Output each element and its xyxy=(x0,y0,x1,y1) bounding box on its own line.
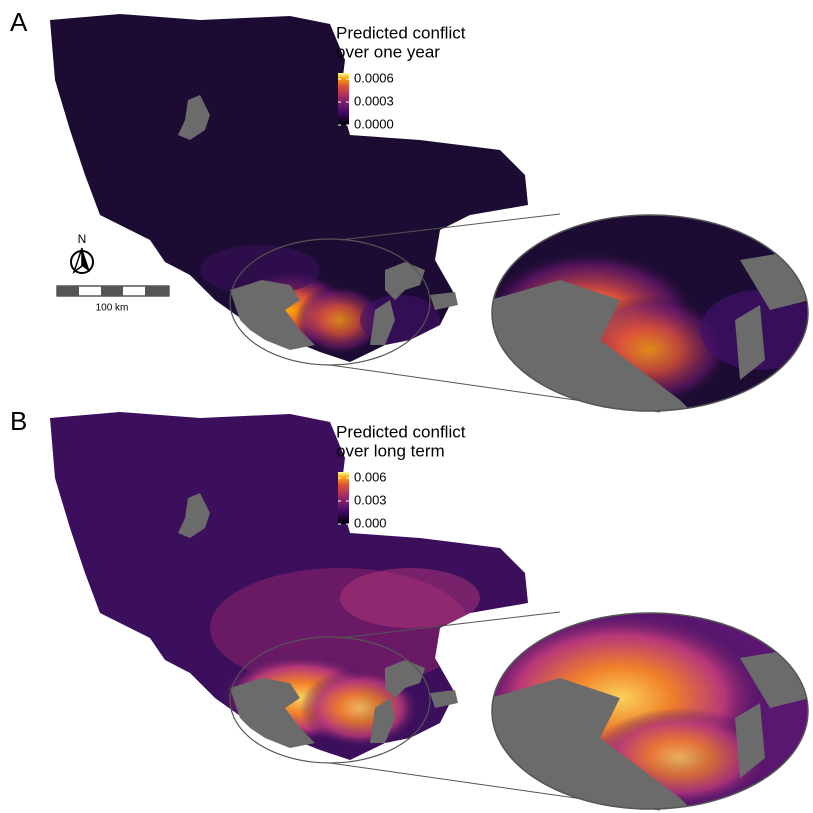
map-panel xyxy=(50,14,813,420)
north-arrow: N xyxy=(71,232,93,273)
colorbar-tick-label: 0.0006 xyxy=(354,71,394,86)
figure: N 100 km APredicted conflictover one yea… xyxy=(0,0,813,813)
legend-title: Predicted conflict xyxy=(336,23,466,42)
scale-bar: 100 km xyxy=(57,286,169,314)
colorbar-tick-label: 0.000 xyxy=(354,515,387,530)
north-label: N xyxy=(78,232,87,246)
colorbar-tick-label: 0.0000 xyxy=(354,116,394,131)
scale-label: 100 km xyxy=(96,303,129,314)
legend-title: over one year xyxy=(336,42,440,61)
panel-label: A xyxy=(10,7,28,37)
panel-label: B xyxy=(10,406,27,436)
colorbar xyxy=(338,73,349,125)
colorbar-tick-label: 0.003 xyxy=(354,492,387,507)
colorbar-tick-label: 0.0003 xyxy=(354,93,394,108)
legend-title: over long term xyxy=(336,441,445,460)
colorbar xyxy=(338,472,349,524)
legend-title: Predicted conflict xyxy=(336,422,466,441)
map-panel xyxy=(50,412,810,813)
zoom-inset xyxy=(480,210,813,420)
colorbar-tick-label: 0.006 xyxy=(354,470,387,485)
